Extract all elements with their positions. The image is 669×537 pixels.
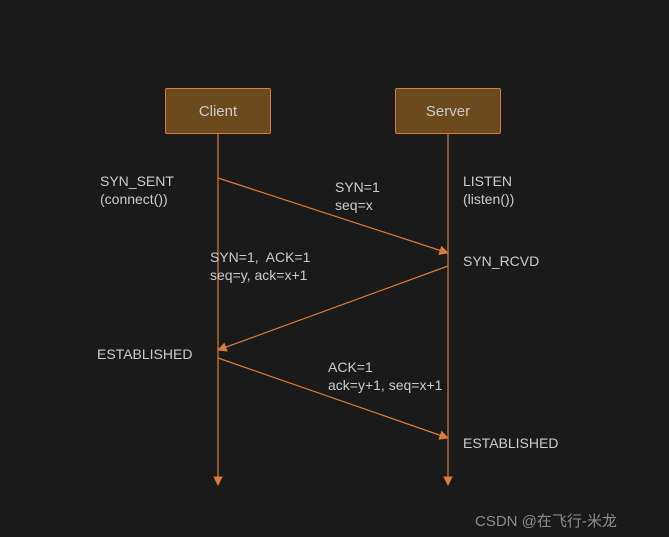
server-node-label: Server: [426, 103, 470, 120]
tcp-handshake-diagram: Client Server SYN_SENT (connect()) LISTE…: [0, 0, 669, 537]
client-node-label: Client: [199, 103, 237, 120]
state-syn-sent: SYN_SENT (connect()): [100, 172, 174, 208]
watermark: CSDN @在飞行-米龙: [475, 510, 617, 531]
diagram-lines: [0, 0, 669, 537]
state-syn-rcvd: SYN_RCVD: [463, 252, 539, 270]
state-established-server: ESTABLISHED: [463, 434, 558, 452]
client-node: Client: [165, 88, 271, 134]
state-listen: LISTEN (listen()): [463, 172, 514, 208]
message-label-syn-ack: SYN=1, ACK=1 seq=y, ack=x+1: [210, 248, 310, 284]
server-node: Server: [395, 88, 501, 134]
message-label-ack: ACK=1 ack=y+1, seq=x+1: [328, 358, 442, 394]
message-label-syn: SYN=1 seq=x: [335, 178, 380, 214]
state-established-client: ESTABLISHED: [97, 345, 192, 363]
